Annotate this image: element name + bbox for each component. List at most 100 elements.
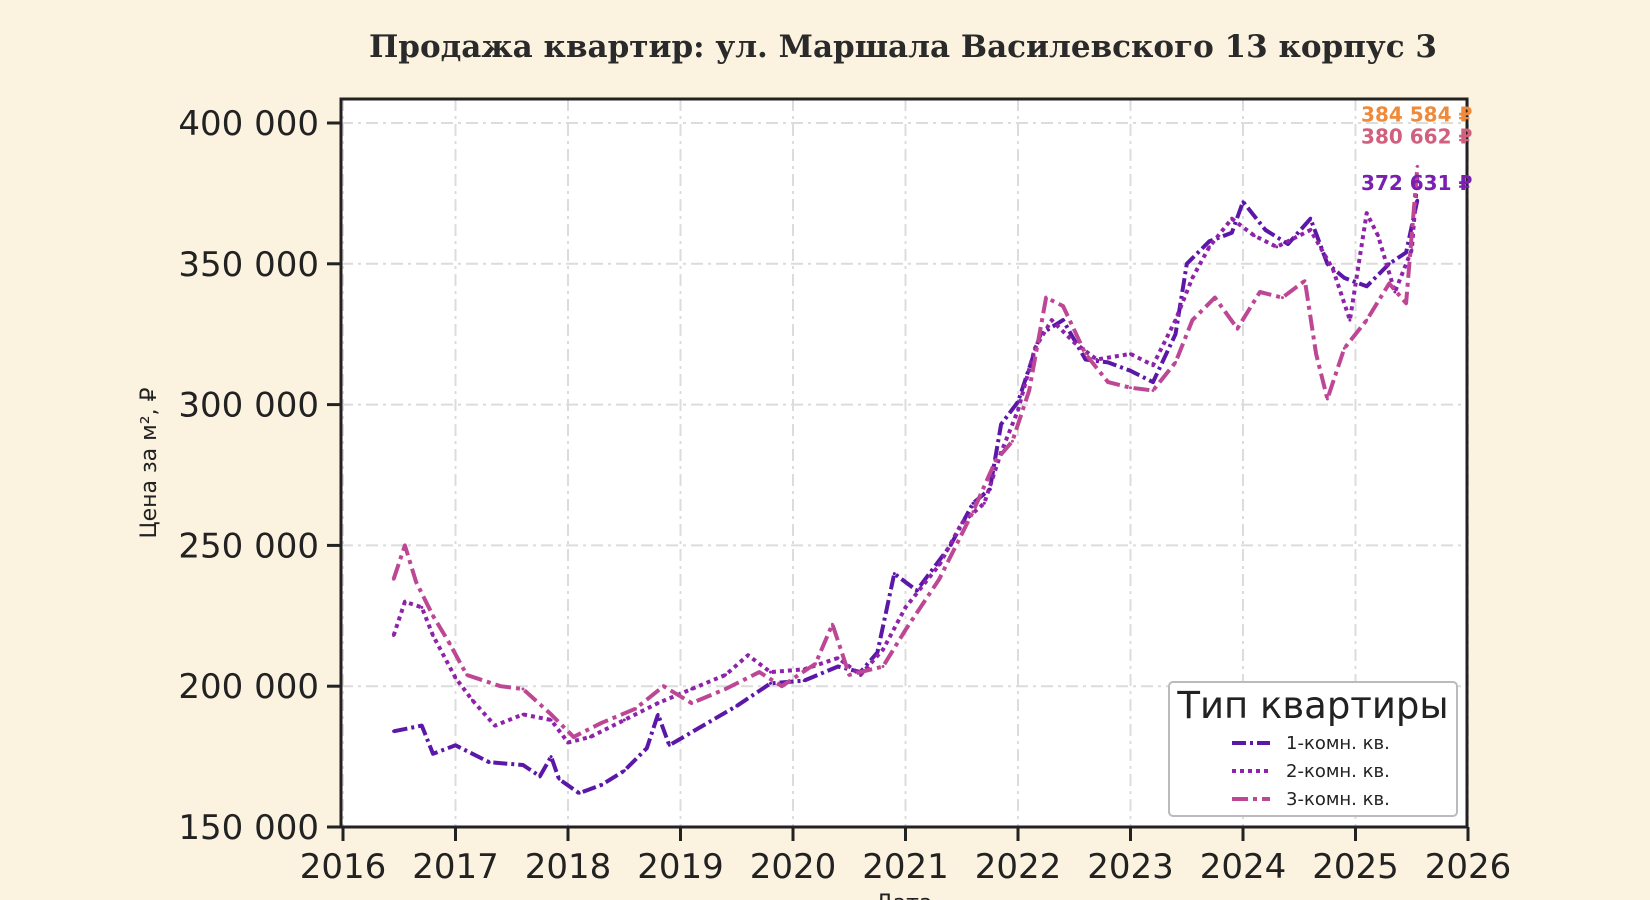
data-point (549, 755, 553, 759)
data-point (1174, 318, 1177, 322)
data-point (1280, 296, 1284, 300)
data-point (499, 684, 502, 688)
data-point (454, 743, 457, 747)
x-tick-label: 2020 (750, 847, 837, 887)
data-point (420, 724, 424, 728)
x-tick-label: 2019 (637, 847, 724, 887)
data-point (1207, 245, 1211, 249)
data-point (566, 741, 570, 744)
y-tick-label: 350 000 (178, 245, 319, 285)
data-point (1309, 217, 1312, 221)
data-point (1252, 234, 1256, 238)
data-point (1404, 251, 1408, 254)
data-point (622, 718, 626, 722)
data-point (1365, 211, 1369, 215)
data-point (1151, 380, 1155, 384)
y-tick-label: 200 000 (178, 667, 319, 707)
data-point (836, 665, 840, 668)
data-point (1230, 231, 1234, 235)
data-point (892, 572, 896, 576)
data-point (662, 684, 666, 688)
x-tick-label: 2025 (1312, 847, 1399, 887)
data-point (549, 718, 553, 722)
data-point (881, 665, 885, 668)
data-point (1213, 296, 1217, 300)
data-point (994, 459, 997, 463)
data-point (634, 707, 637, 711)
data-point (875, 650, 879, 654)
data-point (724, 673, 727, 677)
data-point (1393, 290, 1397, 294)
data-point (431, 634, 435, 637)
data-point (1342, 346, 1346, 350)
data-point (1129, 369, 1132, 373)
data-point (1365, 284, 1369, 288)
y-axis: 150 000 200 000 250 000 300 000 350 000 400 0… (178, 104, 341, 848)
data-point (971, 510, 975, 514)
data-point (724, 687, 727, 691)
data-point (577, 791, 581, 795)
data-point (971, 501, 975, 505)
data-point (420, 605, 424, 609)
x-tick-label: 2021 (862, 847, 949, 887)
data-point (915, 589, 919, 592)
end-value-label-1: 372 631 ₽ (1361, 171, 1472, 195)
chart-title: Продажа квартир: ул. Маршала Василевског… (369, 29, 1437, 65)
legend: Тип квартиры 1-комн. кв. 2-комн. кв. 3-ком… (1168, 681, 1458, 817)
data-point (1348, 318, 1352, 322)
data-point (557, 777, 561, 781)
data-point (465, 673, 469, 677)
data-point (414, 580, 418, 584)
data-point (904, 628, 907, 632)
legend-label-2: 2-комн. кв. (1286, 761, 1390, 782)
data-point (1010, 439, 1014, 443)
data-point (521, 763, 525, 767)
data-point (656, 701, 660, 705)
series-line-3 (391, 166, 1420, 739)
data-point (1258, 290, 1262, 294)
data-point (392, 577, 396, 581)
data-point (1084, 352, 1087, 356)
data-point (392, 634, 396, 637)
data-point (1264, 228, 1267, 232)
data-point (1095, 358, 1099, 361)
data-point (549, 712, 553, 716)
y-tick-label: 400 000 (178, 104, 319, 144)
data-point (769, 681, 772, 685)
data-point (1061, 318, 1065, 322)
data-point (1151, 389, 1155, 392)
data-point (814, 662, 817, 666)
data-point (667, 743, 671, 747)
data-point (1241, 200, 1245, 204)
data-point (1410, 248, 1414, 252)
data-point (881, 648, 885, 652)
data-point (1325, 397, 1329, 401)
y-tick-label: 300 000 (178, 386, 319, 426)
data-point (487, 760, 491, 764)
data-point (1235, 327, 1239, 331)
data-point (1044, 296, 1048, 300)
data-point (589, 735, 592, 739)
data-point (904, 605, 907, 609)
x-tick-label: 2026 (1425, 847, 1512, 887)
data-point (1342, 276, 1346, 280)
data-point (960, 521, 964, 525)
series-layer (391, 164, 1420, 796)
data-point (403, 600, 407, 604)
data-point (1331, 267, 1335, 271)
data-point (622, 769, 626, 773)
data-point (1174, 360, 1177, 364)
data-point (521, 712, 525, 716)
data-point (1084, 358, 1087, 361)
series-line-2 (391, 177, 1420, 745)
data-point (1415, 164, 1419, 168)
data-point (431, 614, 435, 618)
legend-label-1: 1-комн. кв. (1286, 733, 1390, 754)
data-point (1230, 217, 1234, 221)
data-point (1415, 198, 1419, 202)
data-point (493, 724, 497, 728)
y-tick-label: 250 000 (178, 526, 319, 566)
data-point (836, 656, 840, 660)
data-point (1129, 352, 1132, 356)
data-point (392, 729, 396, 733)
